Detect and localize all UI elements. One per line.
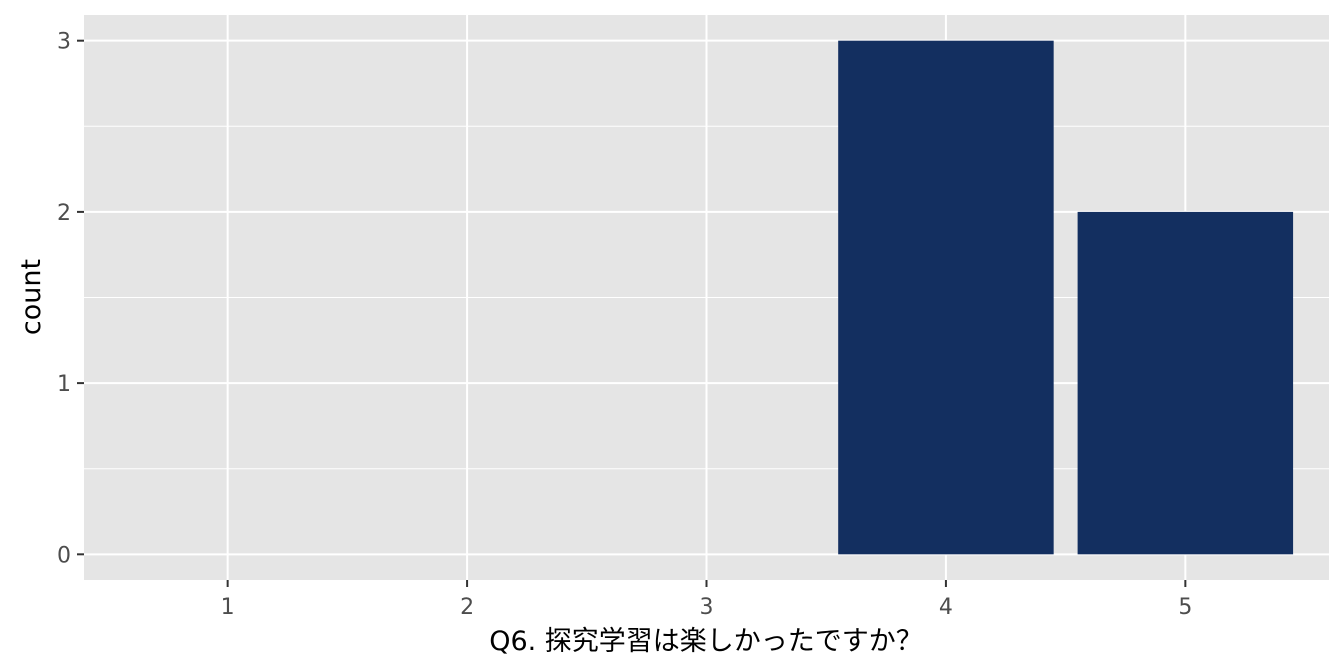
y-tick-label: 1 — [57, 372, 71, 397]
x-tick-label: 4 — [939, 595, 953, 620]
y-axis-title: count — [16, 259, 47, 335]
axis-ticks: 0 1 2 3 1 2 3 4 5 — [57, 30, 1192, 620]
x-tick-label: 1 — [221, 595, 235, 620]
bar-5 — [1077, 211, 1294, 555]
x-tick-label: 3 — [700, 595, 714, 620]
bars — [838, 40, 1294, 555]
y-tick-label: 3 — [57, 30, 71, 55]
y-tick-label: 0 — [57, 543, 71, 568]
x-axis-title: Q6. 探究学習は楽しかったですか？ — [489, 626, 923, 657]
y-tick-label: 2 — [57, 201, 71, 226]
x-tick-label: 5 — [1178, 595, 1192, 620]
bar-4 — [838, 40, 1054, 555]
x-tick-label: 2 — [460, 595, 474, 620]
